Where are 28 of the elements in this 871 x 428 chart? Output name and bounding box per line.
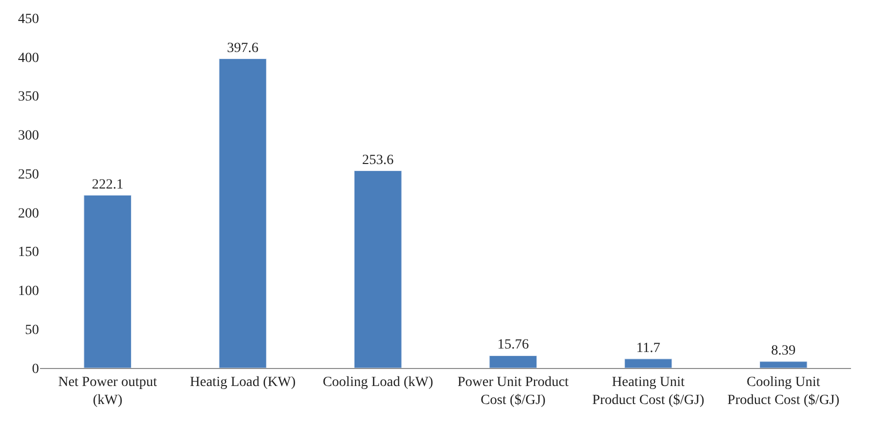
bar: [84, 195, 132, 368]
y-tick-label: 400: [18, 50, 39, 66]
y-tick-label: 300: [18, 128, 39, 144]
data-label: 8.39: [771, 343, 796, 358]
x-tick-label: Cooling Unit Product Cost ($/GJ): [727, 374, 840, 408]
data-label: 397.6: [227, 40, 258, 56]
data-label: 253.6: [362, 152, 394, 168]
y-tick-label: 150: [18, 245, 39, 260]
x-tick-label: Net Power output (kW): [58, 374, 158, 408]
y-tick-label: 100: [18, 284, 39, 300]
bar: [760, 361, 808, 368]
bar: [624, 358, 672, 368]
bar: [218, 58, 267, 368]
data-label: 11.7: [636, 340, 660, 356]
data-label: 222.1: [92, 177, 124, 192]
x-tick-label: Power Unit Product Cost ($/GJ): [457, 374, 569, 408]
bar: [354, 170, 402, 368]
y-tick-label: 250: [18, 167, 39, 182]
y-tick-label: 0: [32, 362, 39, 377]
x-tick-label: Heating Unit Product Cost ($/GJ): [592, 374, 705, 408]
x-tick-label: Cooling Load (kW): [322, 374, 434, 390]
y-tick-label: 450: [18, 12, 39, 27]
bar: [489, 355, 537, 368]
y-tick-label: 50: [25, 323, 39, 338]
data-label: 15.76: [497, 338, 529, 353]
y-tick-label: 350: [18, 90, 39, 105]
y-tick-label: 200: [18, 206, 39, 222]
x-tick-label: Heatig Load (KW): [190, 374, 296, 390]
